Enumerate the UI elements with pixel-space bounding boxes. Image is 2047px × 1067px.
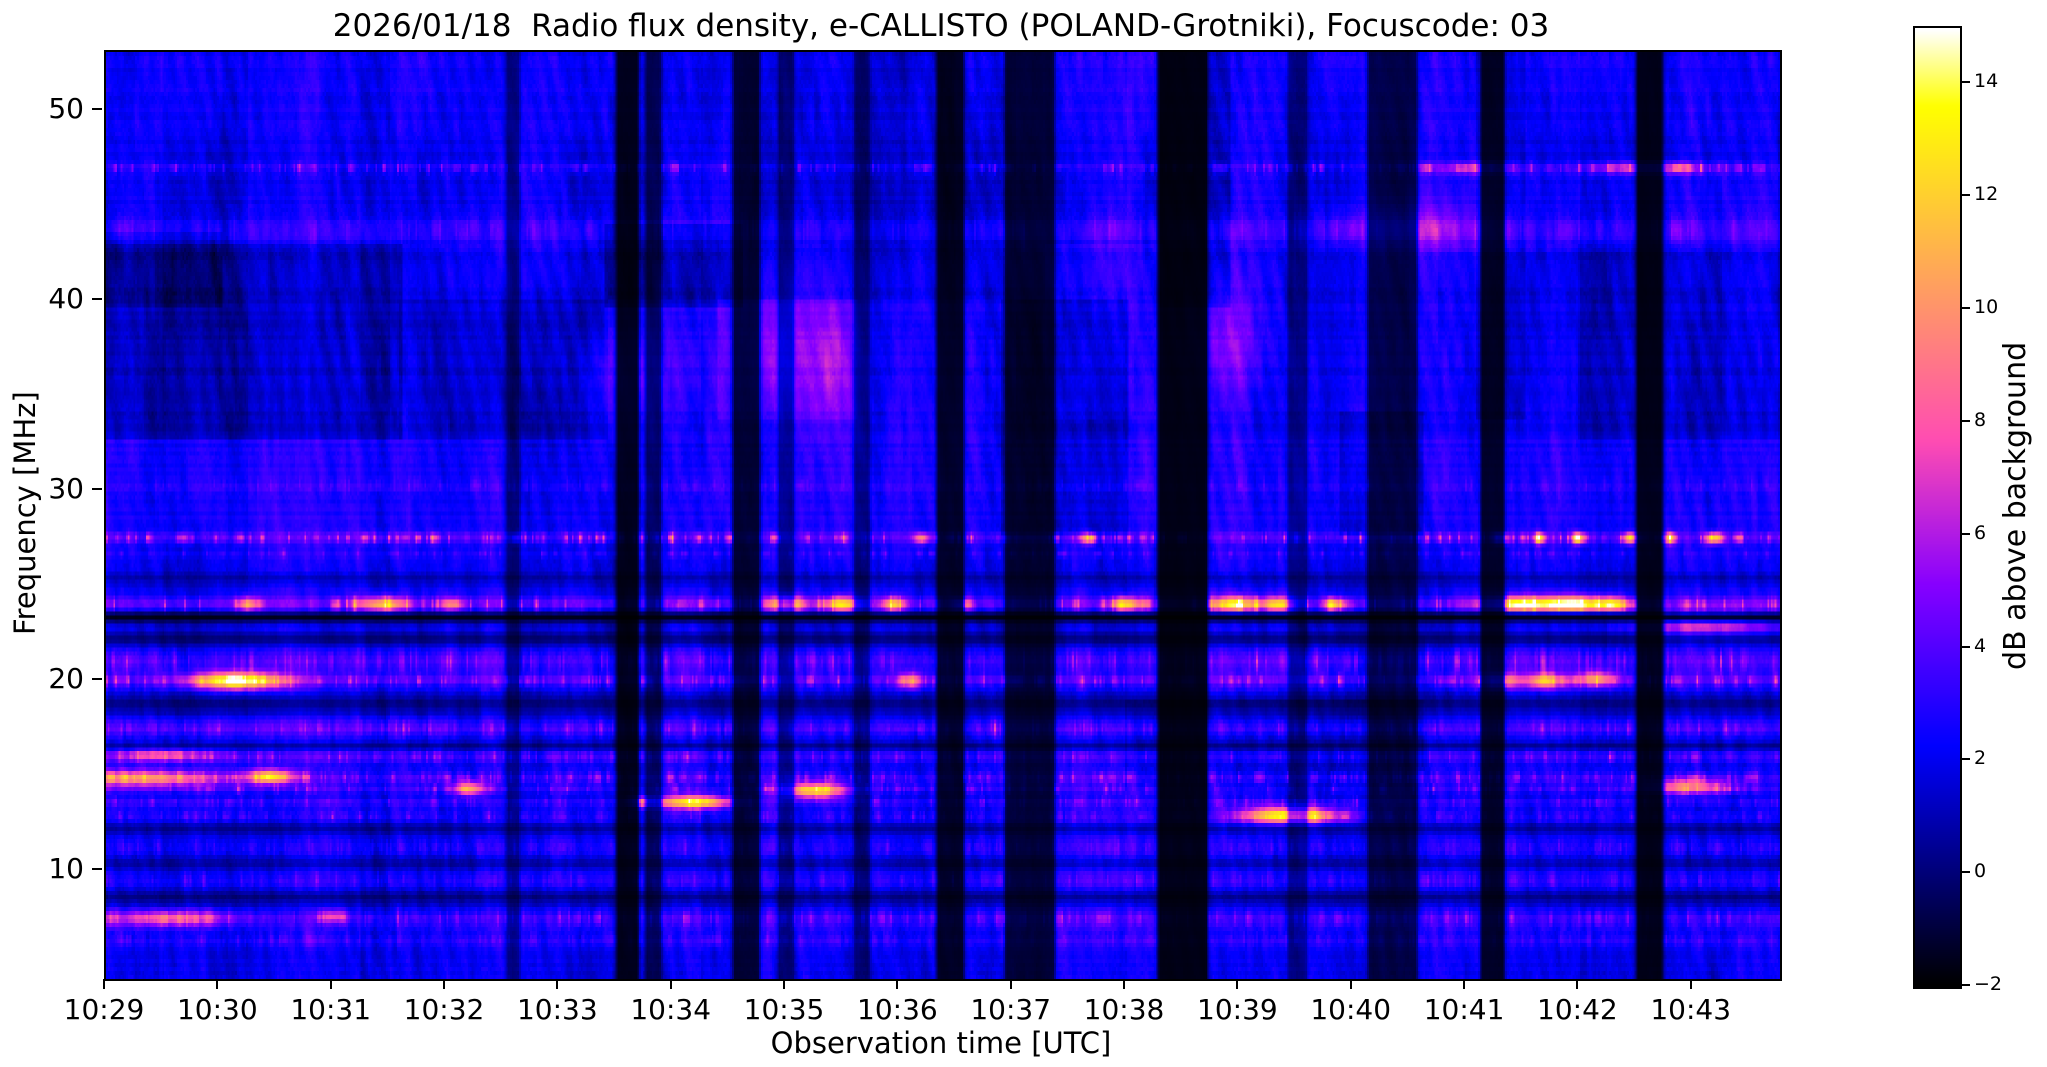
spectrogram-canvas — [106, 52, 1780, 979]
colorbar-tick-label: 4 — [1974, 634, 1987, 657]
y-tick-label: 30 — [48, 471, 84, 505]
x-axis-label: Observation time [UTC] — [770, 1026, 1112, 1060]
chart-title: 2026/01/18 Radio flux density, e-CALLIST… — [332, 8, 1550, 44]
x-tick-label: 10:32 — [403, 993, 485, 1026]
y-axis-label: Frequency [MHz] — [8, 391, 42, 636]
x-tick-label: 10:29 — [63, 993, 145, 1026]
colorbar-tick-label: 14 — [1974, 70, 1999, 93]
colorbar-tick-label: 2 — [1974, 747, 1987, 770]
x-tick-mark — [1009, 979, 1012, 989]
colorbar-tick-mark — [1962, 419, 1970, 422]
x-tick-label: 10:40 — [1310, 993, 1392, 1026]
y-tick-label: 10 — [48, 851, 84, 885]
colorbar-tick-label: 10 — [1974, 296, 1999, 319]
colorbar-tick-mark — [1962, 307, 1970, 310]
x-tick-mark — [1576, 979, 1579, 989]
x-tick-label: 10:41 — [1423, 993, 1505, 1026]
colorbar-tick-mark — [1962, 871, 1970, 874]
colorbar-canvas — [1915, 28, 1960, 987]
x-tick-label: 10:38 — [1083, 993, 1165, 1026]
y-tick-label: 20 — [48, 661, 84, 695]
x-tick-mark — [783, 979, 786, 989]
x-tick-label: 10:36 — [857, 993, 938, 1026]
colorbar-tick-label: 0 — [1974, 860, 1987, 883]
x-tick-label: 10:30 — [176, 993, 258, 1026]
colorbar-tick-mark — [1962, 532, 1970, 535]
colorbar-tick-mark — [1962, 194, 1970, 197]
x-tick-mark — [443, 979, 445, 989]
y-tick-label: 40 — [48, 281, 84, 315]
colorbar-tick-label: 8 — [1974, 408, 1987, 431]
x-tick-mark — [1236, 979, 1239, 989]
y-tick-mark — [92, 677, 102, 680]
y-tick-label: 50 — [48, 91, 84, 125]
x-tick-mark — [1123, 979, 1126, 989]
y-tick-mark — [92, 297, 102, 300]
x-tick-label: 10:34 — [630, 993, 712, 1026]
colorbar-tick-mark — [1962, 984, 1970, 986]
y-tick-mark — [92, 487, 102, 490]
colorbar-tick-mark — [1962, 81, 1970, 84]
colorbar-tick-label: 6 — [1974, 521, 1987, 544]
spectrogram-plot — [104, 50, 1782, 981]
x-tick-label: 10:42 — [1537, 993, 1618, 1026]
x-tick-mark — [669, 979, 672, 989]
y-tick-mark — [92, 107, 102, 110]
x-tick-label: 10:33 — [516, 993, 598, 1026]
colorbar-label: dB above background — [1998, 341, 2033, 670]
x-tick-mark — [1349, 979, 1352, 989]
colorbar-tick-mark — [1962, 645, 1970, 648]
colorbar — [1913, 26, 1962, 989]
x-tick-mark — [329, 979, 332, 989]
x-tick-mark — [216, 979, 219, 989]
x-tick-mark — [896, 979, 899, 989]
colorbar-tick-mark — [1962, 758, 1970, 761]
x-tick-mark — [1689, 979, 1692, 989]
colorbar-tick-label: 12 — [1974, 183, 1999, 206]
x-tick-mark — [103, 979, 105, 989]
x-tick-label: 10:35 — [743, 993, 825, 1026]
x-tick-mark — [1463, 979, 1466, 989]
y-tick-mark — [92, 867, 102, 870]
x-tick-label: 10:31 — [290, 993, 372, 1026]
x-tick-mark — [556, 979, 559, 989]
x-tick-label: 10:37 — [970, 993, 1052, 1026]
x-tick-label: 10:43 — [1650, 993, 1732, 1026]
colorbar-tick-label: −2 — [1974, 973, 2003, 995]
x-tick-label: 10:39 — [1197, 993, 1278, 1026]
